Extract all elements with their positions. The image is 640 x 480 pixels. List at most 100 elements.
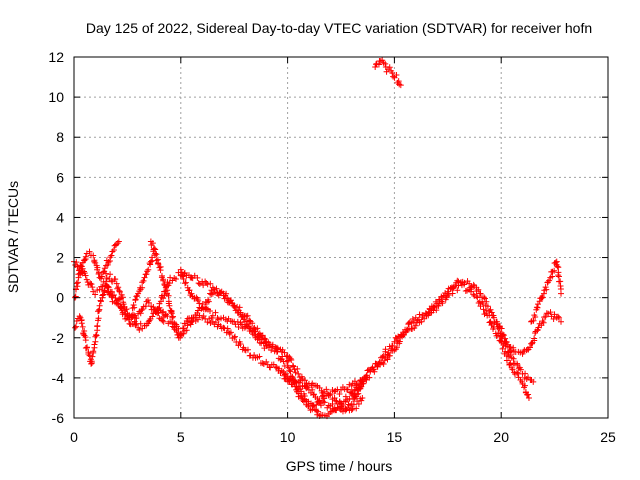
data-point xyxy=(291,381,298,387)
data-point xyxy=(98,273,105,280)
x-tick-label: 10 xyxy=(280,429,296,445)
data-point xyxy=(416,311,423,318)
data-point xyxy=(186,287,193,294)
chart-title: Day 125 of 2022, Sidereal Day-to-day VTE… xyxy=(86,20,592,36)
data-point xyxy=(332,397,339,404)
data-point xyxy=(542,284,549,291)
y-axis-label: SDTVAR / TECUs xyxy=(5,181,21,293)
data-point xyxy=(558,290,565,297)
data-point xyxy=(558,318,565,325)
data-point xyxy=(207,280,214,287)
data-point xyxy=(95,315,102,322)
data-point xyxy=(360,380,367,387)
data-point xyxy=(480,306,487,313)
data-point xyxy=(418,318,425,325)
data-point xyxy=(354,391,361,398)
data-point xyxy=(132,296,139,303)
data-point xyxy=(525,394,532,401)
data-point xyxy=(133,315,140,322)
data-point xyxy=(412,322,419,329)
data-point xyxy=(281,371,288,378)
data-point xyxy=(137,320,144,327)
data-point xyxy=(399,333,406,340)
data-point xyxy=(237,340,244,347)
data-point xyxy=(91,344,98,351)
data-point xyxy=(389,342,396,349)
x-axis-label: GPS time / hours xyxy=(286,458,393,474)
data-point xyxy=(96,286,103,293)
data-point xyxy=(355,400,362,407)
data-point xyxy=(75,271,82,278)
data-point xyxy=(172,275,179,282)
data-point xyxy=(289,362,296,369)
data-point xyxy=(160,295,167,302)
data-point xyxy=(157,267,164,274)
data-point xyxy=(323,392,330,399)
data-point xyxy=(538,295,545,302)
data-point xyxy=(395,78,402,85)
data-point xyxy=(551,311,558,318)
tick-marks xyxy=(73,56,609,419)
data-point xyxy=(115,284,122,291)
data-point xyxy=(105,259,112,266)
data-point xyxy=(244,312,251,319)
data-point xyxy=(96,302,103,309)
data-point xyxy=(546,277,553,284)
data-point xyxy=(528,340,535,347)
data-point xyxy=(530,378,537,385)
data-point xyxy=(74,279,81,286)
data-point xyxy=(336,390,343,397)
data-point xyxy=(118,305,125,312)
data-point xyxy=(331,394,338,401)
data-point xyxy=(543,286,550,293)
data-point xyxy=(285,376,292,383)
data-point xyxy=(159,309,166,316)
data-point xyxy=(498,325,505,332)
x-tick-label: 5 xyxy=(177,429,185,445)
data-point xyxy=(273,345,280,352)
data-point xyxy=(256,339,263,346)
y-tick-label: 10 xyxy=(48,89,64,105)
data-point xyxy=(224,325,231,332)
data-point xyxy=(217,315,224,322)
data-point xyxy=(138,307,145,314)
data-point xyxy=(203,279,210,286)
data-point xyxy=(92,259,99,266)
data-point xyxy=(204,319,211,326)
data-point xyxy=(272,364,279,371)
data-point xyxy=(153,308,160,315)
data-point xyxy=(88,281,95,288)
data-point xyxy=(74,283,81,290)
data-point xyxy=(348,406,355,413)
data-point xyxy=(195,307,202,314)
data-point xyxy=(376,360,383,367)
data-point xyxy=(348,400,355,407)
data-point xyxy=(426,309,433,316)
data-point xyxy=(513,369,520,376)
data-point xyxy=(287,355,294,362)
data-point xyxy=(220,324,227,331)
data-point xyxy=(299,375,306,382)
data-point xyxy=(99,292,106,299)
data-point xyxy=(556,314,563,321)
data-point xyxy=(454,287,461,294)
y-tick-label: -2 xyxy=(52,330,65,346)
data-point xyxy=(254,336,261,343)
data-point xyxy=(285,364,292,371)
data-point xyxy=(327,392,334,399)
data-point xyxy=(180,330,187,337)
data-point xyxy=(130,301,137,308)
data-point xyxy=(88,360,95,367)
data-point xyxy=(521,382,528,389)
data-point xyxy=(107,271,114,278)
data-point xyxy=(188,318,195,325)
data-point xyxy=(351,387,358,394)
data-point xyxy=(116,287,123,294)
data-point xyxy=(277,356,284,363)
series-track-k xyxy=(528,258,565,325)
data-point xyxy=(231,334,238,341)
data-point xyxy=(328,408,335,415)
data-point xyxy=(78,263,85,270)
data-point xyxy=(129,313,136,320)
